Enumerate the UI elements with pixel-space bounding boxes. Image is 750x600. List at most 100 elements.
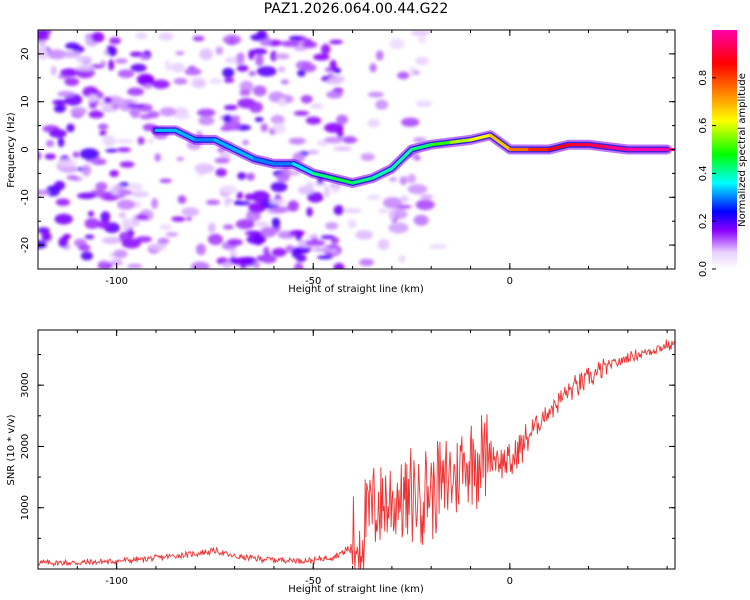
heatmap-noise-blob xyxy=(270,50,278,62)
heatmap-noise-blob xyxy=(109,37,121,45)
heatmap-noise-blob xyxy=(91,32,105,43)
heatmap-noise-blob xyxy=(56,159,77,168)
heatmap-noise-blob xyxy=(320,43,331,55)
snr-y-ticks: 1000 2000 3000 xyxy=(20,354,675,570)
heatmap-noise-blob xyxy=(81,164,92,177)
heatmap-noise-blob xyxy=(75,55,93,64)
heatmap-noise-blob xyxy=(38,151,42,160)
heatmap-noise-blob xyxy=(307,192,324,203)
heatmap-noise-blob xyxy=(205,199,221,205)
ridge-segment xyxy=(449,138,473,144)
heatmap-noise-blob xyxy=(181,207,200,217)
heatmap-noise-blob xyxy=(227,238,243,246)
heatmap-noise-blob xyxy=(54,213,73,225)
heatmap-noise-blob xyxy=(397,71,410,80)
heatmap-noise-blob xyxy=(127,263,143,269)
heatmap-noise-blob xyxy=(333,262,345,269)
heatmap-noise-blob xyxy=(388,222,409,234)
heatmap-noise-blob xyxy=(398,255,406,263)
heatmap-y-ticks: 20 10 0 -10 -20 xyxy=(20,29,675,270)
heatmap-noise-blob xyxy=(119,182,130,187)
heatmap-noise-blob xyxy=(406,173,417,184)
colorbar-tick-label: 0.6 xyxy=(698,118,709,134)
heatmap-noise-blob xyxy=(44,153,56,160)
ridge-segment xyxy=(586,143,610,149)
heatmap-noise-blob xyxy=(72,151,80,158)
heatmap-noise-blob xyxy=(222,261,233,269)
heatmap-noise-blob xyxy=(336,114,348,125)
colorbar xyxy=(712,30,737,269)
heatmap-noise-blob xyxy=(154,153,161,162)
heatmap-noise-blob xyxy=(165,232,179,237)
y-tick-label: 2000 xyxy=(20,434,31,459)
heatmap-noise-blob xyxy=(250,190,270,203)
heatmap-noise-blob xyxy=(401,117,420,127)
heatmap-noise-blob xyxy=(289,35,302,41)
heatmap-noise-blob xyxy=(97,123,109,130)
snr-x-ticks: -100 -50 0 xyxy=(37,330,668,587)
x-tick-label: -50 xyxy=(305,576,321,587)
heatmap-noise-blob xyxy=(415,199,435,211)
heatmap-noise-blob xyxy=(130,190,149,198)
heatmap-noise-blob xyxy=(377,239,390,251)
heatmap-noise-blob xyxy=(130,63,147,72)
ridge-segment xyxy=(292,162,315,175)
heatmap-noise-blob xyxy=(215,46,224,55)
heatmap-noise-blob xyxy=(399,195,409,203)
heatmap-noise-blob xyxy=(57,137,65,148)
heatmap-noise-blob xyxy=(77,192,96,200)
heatmap-noise-blob xyxy=(159,224,172,231)
heatmap-noise-blob xyxy=(305,116,322,125)
heatmap-noise-blob xyxy=(54,180,66,191)
heatmap-noise-blob xyxy=(147,111,160,119)
heatmap-x-axis-label: Height of straight line (km) xyxy=(288,284,424,295)
heatmap-noise-blob xyxy=(147,138,154,144)
heatmap-noise-blob xyxy=(360,153,375,162)
y-tick-label: 1000 xyxy=(20,495,31,520)
heatmap-noise-blob xyxy=(223,104,238,111)
heatmap-noise-blob xyxy=(55,198,71,206)
heatmap-noise-blob xyxy=(223,119,242,131)
heatmap-noise-blob xyxy=(237,172,247,180)
heatmap-noise-blob xyxy=(38,189,50,196)
heatmap-noise-blob xyxy=(152,79,170,89)
heatmap-noise-blob xyxy=(157,237,170,245)
heatmap-noise-blob xyxy=(270,114,285,125)
heatmap-noise-blob xyxy=(192,35,205,42)
ridge-segment xyxy=(351,176,374,185)
heatmap-noise-blob xyxy=(87,210,95,217)
heatmap-noise-blob xyxy=(234,201,251,206)
x-tick-label: -50 xyxy=(305,276,321,287)
heatmap-noise-blob xyxy=(271,217,281,228)
heatmap-noise-blob xyxy=(366,194,381,201)
heatmap-noise-blob xyxy=(232,257,252,266)
ridge-segment xyxy=(331,176,355,185)
heatmap-noise-blob xyxy=(230,115,241,122)
snr-y-axis-label: SNR (10 * v/v) xyxy=(6,414,17,485)
heatmap-noise-blob xyxy=(128,183,143,191)
colorbar-ticks: 0.0 0.2 0.4 0.6 0.8 xyxy=(698,70,716,277)
heatmap-noise-blob xyxy=(276,172,290,183)
heatmap-noise-blob xyxy=(323,186,330,198)
heatmap-noise-blob xyxy=(122,218,132,230)
snr-frame xyxy=(37,329,676,570)
heatmap-noise-blob xyxy=(49,129,67,138)
heatmap-y-axis-label: Frequency (Hz) xyxy=(6,112,17,188)
heatmap-noise-blob xyxy=(57,90,75,98)
heatmap-noise-blob xyxy=(127,87,144,96)
heatmap-noise-blob xyxy=(313,53,330,61)
heatmap-noise-blob xyxy=(399,176,408,186)
heatmap-noise-blob xyxy=(222,224,234,230)
heatmap-noise-blob xyxy=(148,243,167,251)
heatmap-noise-blob xyxy=(114,58,128,64)
heatmap-noise-blob xyxy=(306,150,319,155)
heatmap-noise-blob xyxy=(255,54,264,67)
heatmap-noise-blob xyxy=(375,99,389,110)
heatmap-noise-blob xyxy=(75,65,95,72)
ridge-segment xyxy=(468,133,492,142)
heatmap-noise-blob xyxy=(280,40,300,47)
heatmap-noise-blob xyxy=(320,235,336,240)
heatmap-noise-blob xyxy=(199,48,214,61)
heatmap-noise-blob xyxy=(116,139,134,144)
heatmap-noise-blob xyxy=(410,30,431,36)
